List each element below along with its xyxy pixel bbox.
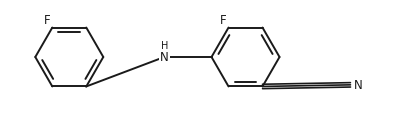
Text: N: N: [354, 79, 362, 92]
Text: N: N: [160, 51, 169, 64]
Text: F: F: [44, 13, 50, 26]
Text: F: F: [220, 13, 227, 26]
Text: H: H: [161, 41, 168, 51]
